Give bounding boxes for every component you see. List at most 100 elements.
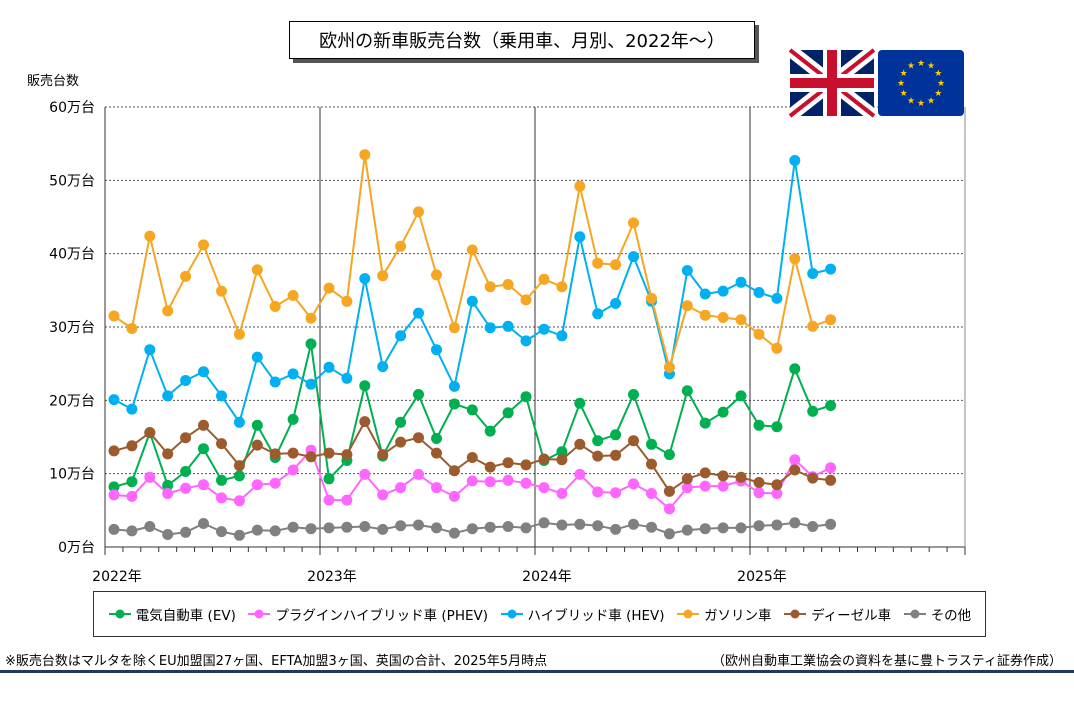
data-point-s1-31 (663, 503, 675, 515)
data-point-s5-21 (484, 521, 496, 533)
legend-label: 電気自動車 (EV) (135, 608, 236, 624)
legend-item-1: プラグインハイブリッド車 (PHEV) (247, 604, 488, 624)
data-point-s3-32 (681, 300, 693, 312)
legend-item-2: ハイブリッド車 (HEV) (500, 604, 665, 624)
data-point-s3-36 (753, 328, 765, 340)
legend-label: ガソリン車 (704, 608, 772, 624)
svg-text:★: ★ (917, 99, 925, 109)
data-point-s4-3 (162, 448, 174, 460)
data-point-s3-9 (269, 301, 281, 312)
data-point-s3-21 (484, 281, 496, 293)
y-tick-label: 10万台 (49, 467, 95, 483)
data-point-s5-15 (377, 523, 389, 535)
data-point-s4-24 (538, 453, 550, 465)
legend-label: ハイブリッド車 (HEV) (527, 608, 665, 624)
data-point-s2-40 (825, 263, 837, 275)
data-point-s3-33 (699, 309, 711, 321)
data-point-s3-31 (663, 361, 675, 373)
data-point-s1-38 (789, 454, 801, 466)
data-point-s0-16 (395, 416, 407, 428)
data-point-s5-23 (520, 522, 532, 534)
data-point-s2-24 (538, 323, 550, 335)
data-point-s1-29 (628, 478, 639, 490)
data-point-s3-24 (538, 273, 550, 285)
data-point-s2-10 (287, 368, 299, 380)
data-point-s5-18 (431, 522, 442, 534)
data-point-s5-22 (502, 521, 514, 532)
data-point-s4-31 (663, 485, 675, 497)
svg-text:★: ★ (927, 96, 935, 106)
data-point-s1-24 (538, 482, 550, 494)
data-point-s2-25 (556, 330, 568, 342)
data-point-s5-20 (466, 523, 478, 535)
data-point-s5-39 (807, 521, 819, 532)
data-point-s3-10 (287, 290, 299, 301)
data-point-s1-13 (341, 494, 353, 506)
data-point-s2-11 (305, 378, 317, 390)
data-point-s5-5 (198, 518, 209, 529)
data-point-s3-19 (448, 322, 460, 334)
data-point-s1-20 (466, 475, 478, 487)
data-point-s5-11 (305, 523, 317, 535)
data-point-s4-0 (108, 445, 120, 457)
data-point-s4-5 (198, 419, 209, 431)
data-point-s3-17 (413, 206, 424, 218)
data-point-s5-12 (323, 522, 335, 534)
data-point-s4-22 (502, 457, 514, 469)
data-point-s4-17 (413, 432, 424, 444)
data-point-s1-0 (108, 489, 120, 501)
data-point-s4-21 (484, 461, 496, 473)
data-point-s2-13 (341, 372, 353, 384)
data-point-s2-9 (269, 376, 281, 388)
data-point-s2-22 (502, 320, 514, 332)
data-point-s0-5 (198, 443, 209, 455)
data-point-s2-34 (717, 285, 729, 297)
legend-item-3: ガソリン車 (676, 604, 772, 624)
data-point-s2-26 (574, 231, 586, 243)
data-point-s5-37 (771, 519, 783, 531)
data-point-s3-15 (377, 270, 389, 282)
data-point-s3-12 (323, 282, 335, 294)
data-point-s4-29 (628, 435, 639, 447)
legend-item-0: 電気自動車 (EV) (108, 604, 236, 624)
data-point-s1-22 (502, 474, 514, 486)
data-point-s5-36 (753, 520, 765, 532)
data-point-s0-28 (610, 429, 622, 441)
data-point-s3-7 (233, 328, 245, 340)
data-point-s3-37 (771, 342, 783, 354)
data-point-s5-19 (448, 527, 460, 539)
data-point-s3-22 (502, 279, 514, 290)
data-point-s2-36 (753, 287, 765, 298)
data-point-s0-17 (413, 389, 424, 400)
uk-flag-icon (785, 44, 879, 122)
data-point-s1-8 (251, 479, 263, 491)
data-point-s1-3 (162, 488, 174, 499)
legend-item-5: その他 (903, 604, 972, 624)
data-point-s1-19 (448, 490, 460, 502)
legend-label: その他 (930, 608, 972, 624)
data-point-s2-12 (323, 361, 335, 373)
legend-label: ディーゼル車 (811, 608, 892, 624)
data-point-s4-35 (735, 471, 747, 483)
data-point-s4-8 (251, 439, 263, 451)
data-point-s2-5 (198, 366, 209, 378)
data-point-s5-1 (126, 525, 138, 537)
data-point-s5-35 (735, 522, 747, 534)
svg-text:★: ★ (907, 62, 915, 72)
data-point-s0-40 (825, 400, 837, 411)
data-point-s3-39 (807, 320, 819, 332)
legend-label: プラグインハイブリッド車 (PHEV) (275, 608, 489, 624)
data-point-s1-18 (431, 482, 442, 494)
data-point-s4-15 (377, 449, 389, 461)
data-point-s1-14 (359, 468, 371, 480)
y-axis-label: 販売台数 (27, 74, 80, 89)
svg-text:★: ★ (934, 89, 942, 99)
data-point-s4-13 (341, 449, 353, 461)
svg-text:★: ★ (897, 79, 905, 89)
data-point-s4-34 (717, 470, 729, 482)
data-point-s0-21 (484, 425, 496, 437)
data-point-s3-25 (556, 281, 568, 293)
x-year-label: 2024年 (522, 569, 572, 585)
footnote: ※販売台数はマルタを除くEU加盟国27ヶ国、EFTA加盟3ヶ国、英国の合計、20… (5, 654, 548, 669)
data-point-s5-10 (287, 521, 299, 533)
